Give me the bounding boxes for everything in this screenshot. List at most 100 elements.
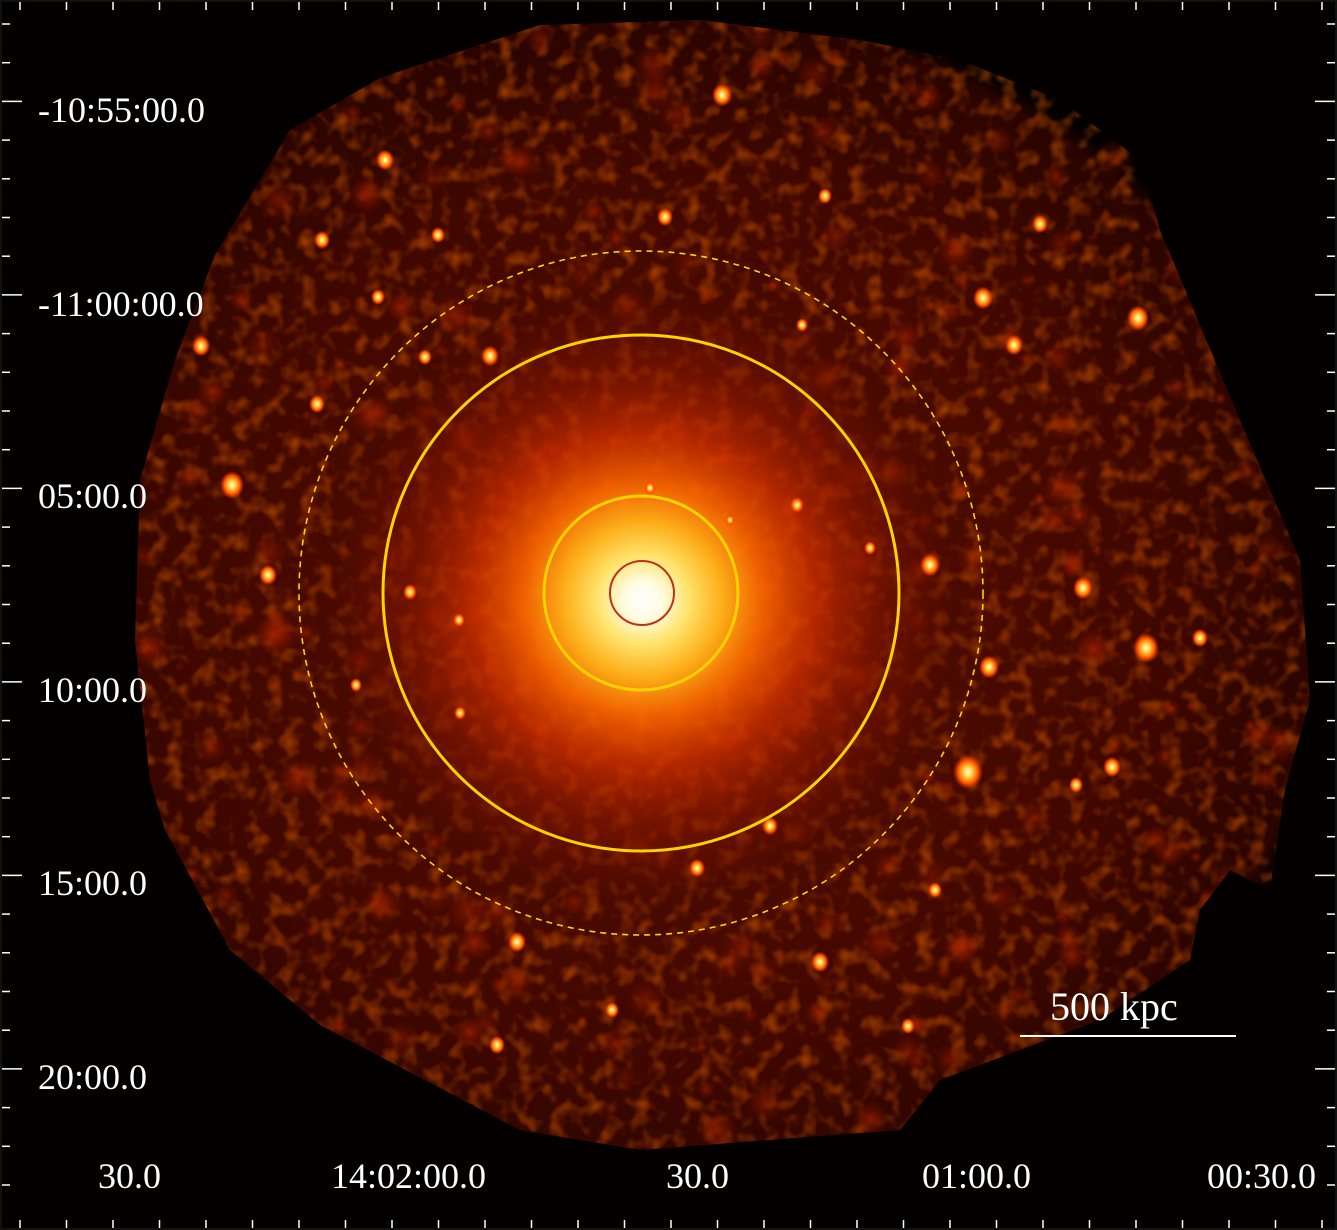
emission-blob bbox=[1042, 467, 1084, 509]
emission-blob bbox=[815, 973, 838, 996]
emission-blob bbox=[1055, 939, 1088, 972]
ra-label: 01:00.0 bbox=[922, 1156, 1031, 1196]
ra-label: 30.0 bbox=[98, 1156, 161, 1196]
point-source bbox=[796, 318, 808, 332]
emission-blob bbox=[524, 23, 556, 55]
emission-blob bbox=[612, 1065, 638, 1091]
emission-blob bbox=[1184, 538, 1198, 552]
emission-blob bbox=[932, 1041, 969, 1078]
emission-blob bbox=[1118, 567, 1142, 591]
emission-blob bbox=[1040, 162, 1071, 193]
emission-blob bbox=[476, 119, 501, 144]
emission-blob bbox=[212, 881, 239, 909]
emission-blob bbox=[989, 998, 1018, 1027]
emission-blob bbox=[277, 758, 319, 800]
emission-blob bbox=[1185, 700, 1198, 713]
emission-blob bbox=[626, 980, 665, 1019]
point-source bbox=[376, 149, 394, 171]
emission-blob bbox=[348, 175, 386, 213]
emission-blob bbox=[696, 1080, 716, 1099]
emission-blob bbox=[754, 158, 767, 172]
scalebar-label: 500 kpc bbox=[1050, 984, 1178, 1029]
emission-blob bbox=[1264, 723, 1292, 751]
emission-blob bbox=[872, 851, 904, 883]
emission-blob bbox=[228, 286, 255, 314]
emission-blob bbox=[943, 928, 981, 966]
emission-blob bbox=[820, 219, 853, 252]
emission-blob bbox=[177, 391, 217, 431]
emission-blob bbox=[745, 1082, 786, 1123]
point-source bbox=[350, 678, 362, 692]
point-source bbox=[192, 335, 210, 357]
emission-blob bbox=[919, 768, 937, 786]
emission-blob bbox=[456, 925, 492, 961]
emission-blob bbox=[951, 270, 973, 292]
emission-blob bbox=[1044, 408, 1078, 442]
point-source bbox=[1133, 633, 1159, 663]
emission-blob bbox=[1162, 374, 1190, 402]
point-source bbox=[431, 226, 445, 244]
dec-label: 15:00.0 bbox=[38, 863, 147, 903]
emission-blob bbox=[1019, 271, 1036, 289]
emission-blob bbox=[1062, 554, 1087, 580]
point-source bbox=[864, 541, 876, 555]
emission-blob bbox=[765, 277, 782, 293]
emission-blob bbox=[811, 907, 843, 939]
point-source bbox=[259, 564, 277, 586]
emission-blob bbox=[746, 50, 776, 81]
emission-blob bbox=[318, 776, 359, 818]
emission-blob bbox=[1230, 456, 1261, 487]
point-source bbox=[481, 345, 499, 367]
emission-blob bbox=[243, 325, 282, 365]
point-source bbox=[811, 951, 829, 973]
emission-blob bbox=[806, 115, 841, 150]
point-source bbox=[403, 583, 417, 601]
point-source bbox=[489, 1035, 505, 1055]
emission-blob bbox=[1112, 272, 1131, 291]
emission-blob bbox=[409, 116, 425, 131]
emission-blob bbox=[450, 97, 468, 114]
emission-blob bbox=[903, 79, 922, 99]
emission-blob bbox=[859, 922, 901, 964]
emission-blob bbox=[670, 245, 706, 282]
emission-blob bbox=[598, 1028, 631, 1061]
emission-blob bbox=[1038, 504, 1070, 536]
inner-circle bbox=[542, 494, 740, 692]
emission-blob bbox=[415, 160, 449, 195]
outer-circle bbox=[381, 333, 901, 853]
dec-label: -11:00:00.0 bbox=[38, 284, 204, 324]
emission-blob bbox=[362, 884, 403, 925]
emission-blob bbox=[251, 534, 287, 570]
emission-blob bbox=[1244, 558, 1270, 583]
emission-blob bbox=[770, 47, 794, 70]
emission-blob bbox=[1015, 801, 1051, 836]
emission-blob bbox=[916, 159, 947, 190]
dec-label: 10:00.0 bbox=[38, 670, 147, 710]
emission-blob bbox=[951, 481, 970, 500]
emission-blob bbox=[1040, 340, 1076, 376]
ra-label: 30.0 bbox=[666, 1156, 729, 1196]
point-source bbox=[418, 348, 432, 366]
point-source bbox=[508, 931, 526, 953]
emission-blob bbox=[256, 178, 301, 223]
emission-blob bbox=[474, 890, 517, 932]
point-source bbox=[1192, 628, 1208, 648]
point-source bbox=[657, 207, 673, 227]
emission-blob bbox=[135, 627, 171, 669]
emission-blob bbox=[304, 923, 320, 939]
emission-blob bbox=[504, 144, 539, 179]
emission-blob bbox=[1090, 543, 1103, 557]
point-source bbox=[1103, 756, 1121, 778]
emission-blob bbox=[804, 1000, 830, 1026]
point-source bbox=[1127, 305, 1149, 331]
emission-blob bbox=[935, 964, 952, 980]
point-source bbox=[309, 394, 325, 414]
point-source bbox=[220, 471, 244, 499]
emission-blob bbox=[1072, 629, 1115, 671]
point-source bbox=[818, 187, 832, 205]
point-source bbox=[453, 613, 465, 627]
point-source bbox=[314, 230, 330, 250]
